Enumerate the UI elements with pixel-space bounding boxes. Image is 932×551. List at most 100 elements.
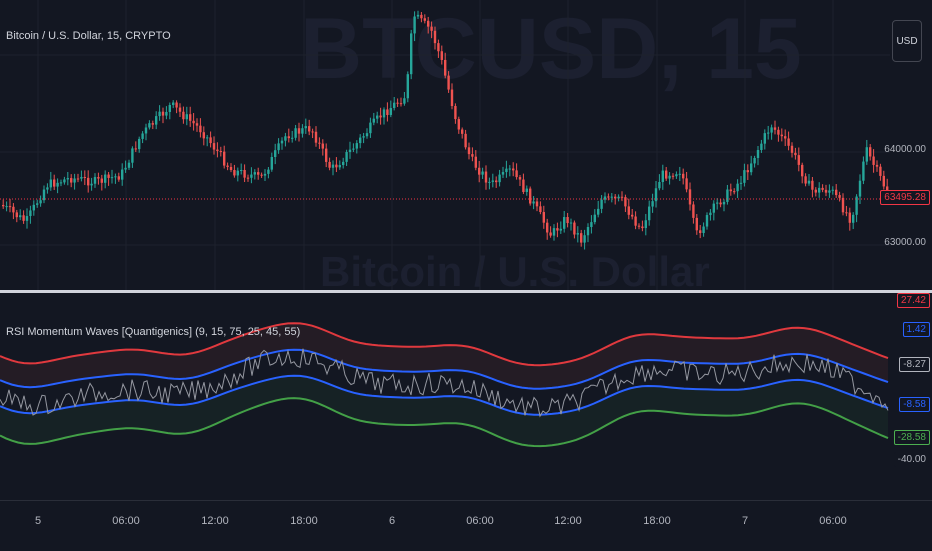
candle-body	[8, 206, 12, 208]
candle-body	[338, 165, 341, 168]
candle-body	[185, 114, 188, 120]
candlestick-chart[interactable]	[0, 0, 932, 290]
candle-body	[709, 212, 712, 216]
time-axis[interactable]: 5 06:00 12:00 18:00 6 06:00 12:00 18:00 …	[0, 500, 932, 551]
candle-body	[107, 174, 110, 178]
candle-body	[461, 129, 464, 134]
candle-body	[828, 190, 831, 193]
candle-body	[430, 26, 433, 31]
candle-body	[301, 128, 304, 134]
candle-body	[362, 136, 365, 138]
candle-body	[784, 136, 787, 139]
candle-body	[780, 134, 783, 137]
candle-body	[739, 182, 743, 184]
candle-body	[325, 148, 328, 162]
candle-body	[83, 176, 86, 178]
candle-body	[556, 228, 559, 231]
candle-body	[376, 115, 379, 119]
candle-body	[801, 164, 804, 177]
candle-body	[195, 123, 199, 126]
candle-body	[484, 171, 488, 183]
candle-body	[216, 149, 219, 152]
candle-body	[767, 132, 770, 134]
rsi-momentum-waves-chart[interactable]	[0, 293, 932, 500]
last-price-badge: 63495.28	[880, 190, 930, 205]
candle-body	[512, 168, 515, 171]
symbol-legend: Bitcoin / U.S. Dollar, 15, CRYPTO	[6, 30, 171, 42]
price-chart-pane[interactable]: BTCUSD, 15 Bitcoin / U.S. Dollar Bitcoin…	[0, 0, 932, 295]
candle-body	[763, 133, 766, 144]
candle-body	[695, 217, 698, 231]
candle-body	[294, 128, 297, 138]
lower-band-line	[0, 397, 889, 448]
time-tick: 18:00	[290, 515, 318, 527]
time-tick: 06:00	[819, 515, 847, 527]
candle-body	[733, 191, 736, 193]
candle-body	[49, 179, 52, 188]
candle-body	[627, 206, 630, 215]
candle-body	[471, 154, 474, 157]
candle-body	[807, 180, 811, 184]
candle-body	[794, 152, 797, 156]
candle-body	[665, 170, 668, 179]
candle-body	[447, 75, 450, 90]
time-tick: 7	[741, 515, 749, 527]
candle-body	[648, 206, 651, 221]
candle-body	[311, 131, 314, 133]
candle-body	[773, 127, 777, 130]
candle-body	[42, 189, 46, 201]
candle-body	[379, 115, 382, 118]
candle-body	[712, 203, 715, 213]
currency-button[interactable]: USD	[892, 20, 922, 62]
candle-body	[756, 149, 760, 158]
candle-body	[559, 228, 562, 231]
candle-body	[117, 176, 120, 180]
candle-body	[5, 206, 8, 208]
candle-body	[824, 189, 828, 193]
candle-body	[858, 180, 862, 197]
candle-body	[437, 43, 440, 52]
candle-body	[474, 156, 477, 168]
candle-body	[688, 189, 692, 205]
time-tick: 6	[388, 515, 396, 527]
candle-body	[620, 196, 624, 198]
candle-body	[671, 175, 675, 177]
candle-body	[580, 233, 583, 243]
candle-body	[80, 176, 83, 179]
candle-body	[209, 137, 212, 144]
candle-body	[746, 170, 749, 173]
candle-body	[841, 197, 845, 213]
candle-body	[491, 180, 494, 182]
pane-divider[interactable]	[0, 290, 932, 293]
candle-body	[454, 106, 457, 120]
candle-body	[818, 187, 821, 193]
candle-body	[399, 103, 403, 105]
candle-body	[29, 210, 32, 217]
upper-band-line	[0, 322, 889, 367]
candle-body	[682, 173, 685, 179]
candle-body	[243, 169, 246, 178]
candle-body	[753, 157, 756, 164]
candle-body	[631, 214, 634, 217]
time-tick: 06:00	[112, 515, 140, 527]
candle-body	[838, 195, 841, 198]
candle-body	[236, 170, 239, 176]
candle-body	[675, 174, 678, 177]
candle-body	[93, 177, 97, 184]
candle-body	[151, 123, 154, 125]
candle-body	[206, 137, 209, 139]
candle-body	[365, 133, 369, 137]
candle-body	[423, 18, 426, 21]
candle-body	[535, 201, 539, 207]
candle-body	[450, 89, 454, 107]
candle-body	[53, 179, 56, 187]
candle-body	[250, 174, 253, 178]
candle-body	[661, 170, 664, 183]
candle-body	[284, 136, 287, 141]
candle-body	[382, 109, 386, 118]
candle-body	[515, 170, 518, 178]
candle-body	[600, 199, 603, 209]
candle-body	[529, 188, 532, 204]
candle-body	[427, 20, 430, 27]
indicator-pane[interactable]: RSI Momentum Waves [Quantigenics] (9, 15…	[0, 293, 932, 500]
